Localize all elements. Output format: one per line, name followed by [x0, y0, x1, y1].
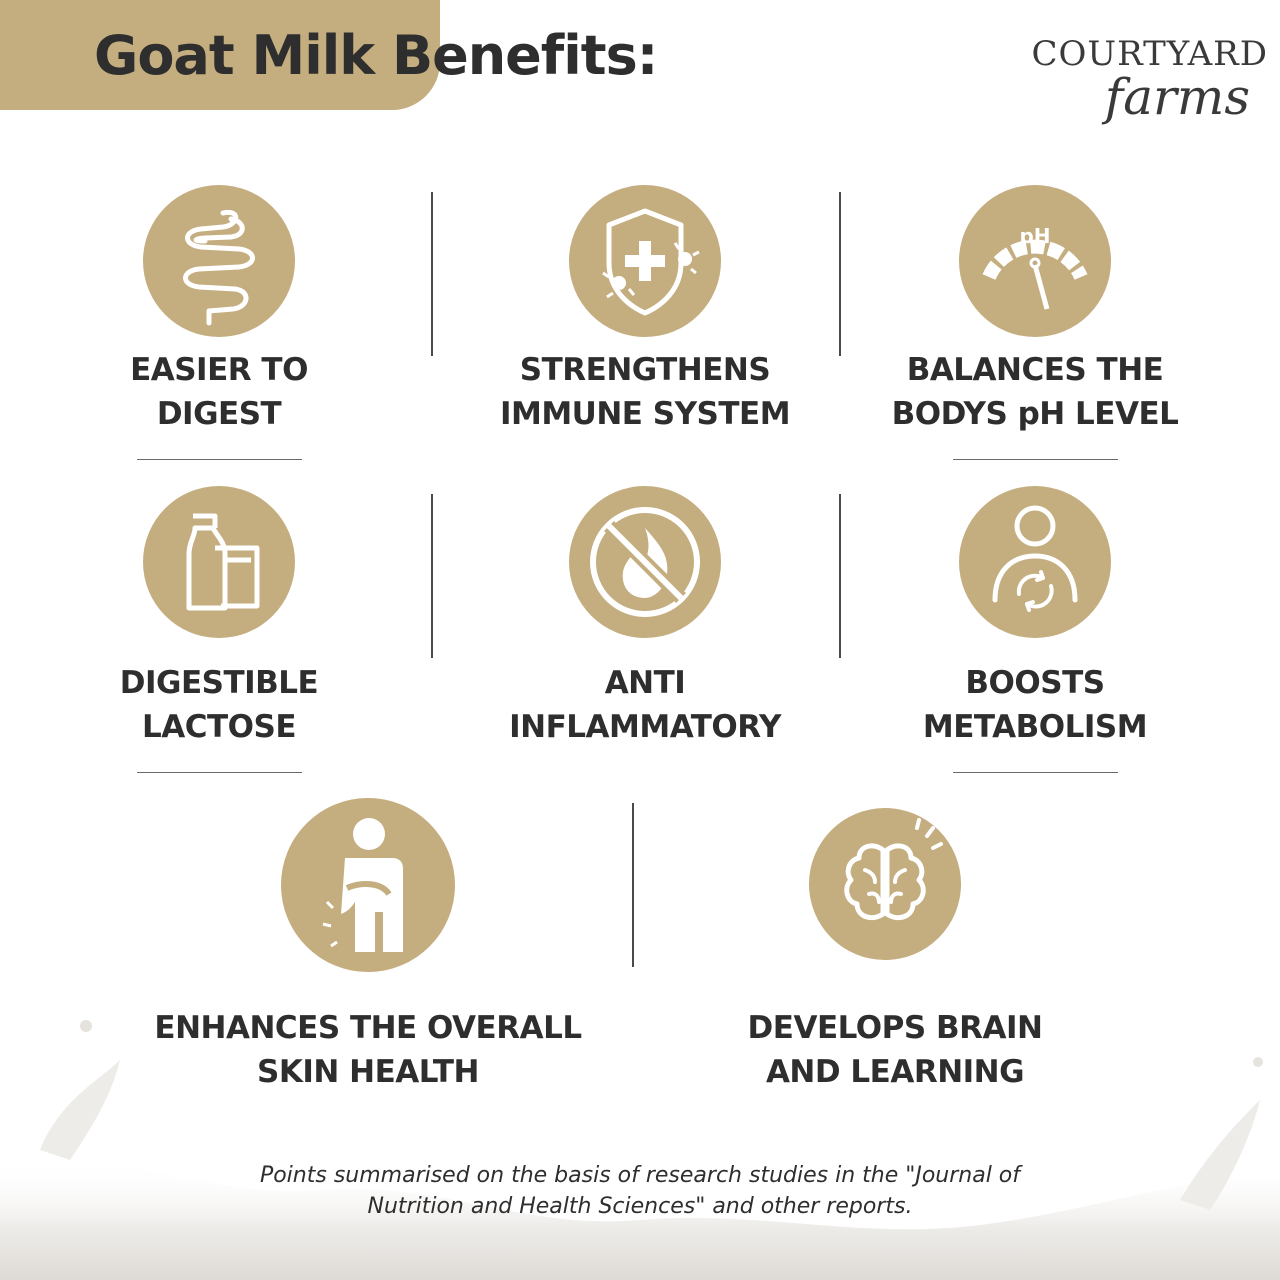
- brand-logo-name: COURTYARD: [1031, 34, 1268, 74]
- benefit-label-immune: STRENGTHENS IMMUNE SYSTEM: [499, 352, 791, 432]
- column-divider: [839, 192, 841, 356]
- row-divider: [953, 772, 1118, 773]
- intestine-icon: [143, 185, 295, 337]
- person-scratching-icon: [281, 798, 455, 972]
- row-divider: [137, 459, 302, 460]
- benefit-label-metabolism: BOOSTS METABOLISM: [922, 665, 1148, 745]
- milk-bottle-glass-icon: [143, 486, 295, 638]
- brain-icon: [809, 808, 961, 960]
- column-divider: [431, 192, 433, 356]
- row-divider: [953, 459, 1118, 460]
- column-divider: [632, 803, 634, 967]
- no-fire-icon: [569, 486, 721, 638]
- ph-gauge-label: pH: [1019, 224, 1050, 248]
- benefit-label-digest: EASIER TO DIGEST: [130, 352, 308, 432]
- header-band: [0, 0, 440, 110]
- brand-logo-script: farms: [1104, 68, 1250, 126]
- footnote: Points summarised on the basis of resear…: [259, 1163, 1021, 1219]
- benefit-label-skin: ENHANCES THE OVERALL SKIN HEALTH: [154, 1010, 582, 1090]
- page-title: Goat Milk Benefits:: [94, 24, 658, 87]
- immune-shield-icon: [569, 185, 721, 337]
- column-divider: [839, 494, 841, 658]
- benefit-label-brain: DEVELOPS BRAIN AND LEARNING: [747, 1010, 1043, 1090]
- benefit-label-lactose: DIGESTIBLE LACTOSE: [119, 665, 319, 745]
- row-divider: [137, 772, 302, 773]
- milk-splash-decoration: [0, 1020, 1280, 1280]
- benefit-label-ph: BALANCES THE BODYS pH LEVEL: [891, 352, 1179, 432]
- person-cycle-icon: [959, 486, 1111, 638]
- ph-gauge-icon: pH: [959, 185, 1111, 337]
- column-divider: [431, 494, 433, 658]
- benefit-label-inflammatory: ANTI INFLAMMATORY: [509, 665, 781, 745]
